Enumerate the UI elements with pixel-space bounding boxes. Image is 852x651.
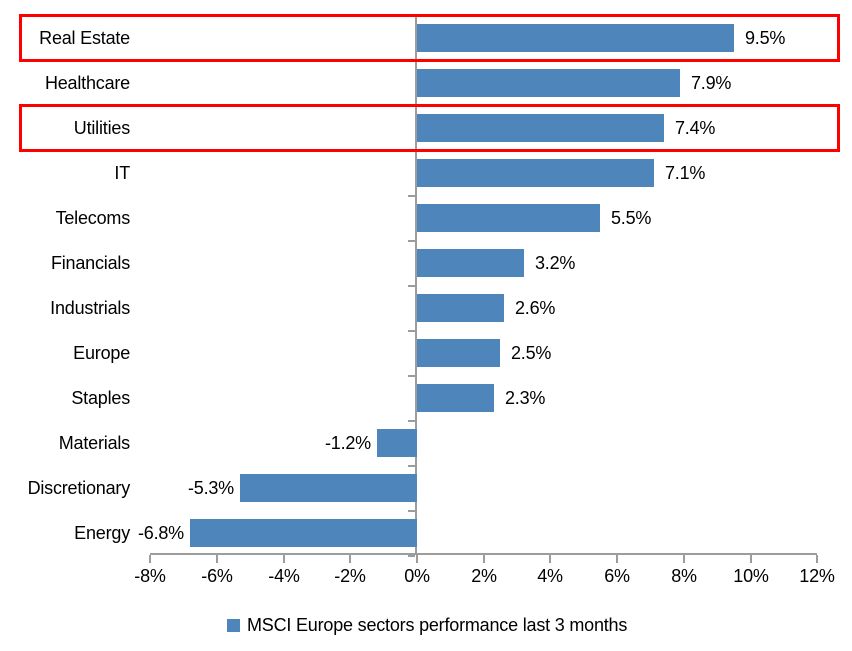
value-label: 7.1% bbox=[665, 163, 706, 183]
bar bbox=[376, 429, 417, 457]
bar bbox=[417, 249, 524, 277]
category-axis-tick bbox=[408, 285, 415, 287]
value-label: 9.5% bbox=[745, 28, 786, 48]
value-label: 2.5% bbox=[511, 343, 552, 363]
highlight-box bbox=[19, 14, 840, 62]
category-label: IT bbox=[114, 163, 130, 183]
axis-tick-label: -6% bbox=[201, 566, 233, 586]
axis-tick-label: -4% bbox=[268, 566, 300, 586]
axis-tick-label: 6% bbox=[604, 566, 630, 586]
axis-tick-label: 0% bbox=[404, 566, 430, 586]
bar bbox=[417, 384, 494, 412]
value-axis-tick bbox=[750, 555, 752, 563]
category-axis-tick bbox=[408, 375, 415, 377]
category-axis-line bbox=[415, 16, 417, 555]
category-label: Healthcare bbox=[44, 73, 130, 93]
value-label: 7.4% bbox=[675, 118, 716, 138]
value-label: -1.2% bbox=[324, 433, 371, 453]
legend-swatch-icon bbox=[227, 618, 240, 632]
value-label: -6.8% bbox=[137, 523, 184, 543]
axis-tick-label: -2% bbox=[334, 566, 366, 586]
axis-tick-label: 4% bbox=[537, 566, 563, 586]
axis-tick-label: 10% bbox=[733, 566, 769, 586]
category-axis-tick bbox=[408, 240, 415, 242]
category-axis-tick bbox=[408, 510, 415, 512]
bar bbox=[417, 294, 504, 322]
category-label: Discretionary bbox=[27, 478, 131, 498]
legend: MSCI Europe sectors performance last 3 m… bbox=[227, 611, 627, 639]
axis-tick-label: -8% bbox=[134, 566, 166, 586]
category-label: Telecoms bbox=[55, 208, 131, 228]
value-label: 3.2% bbox=[535, 253, 576, 273]
category-label: Financials bbox=[50, 253, 130, 273]
value-label: 5.5% bbox=[611, 208, 652, 228]
value-axis-tick bbox=[616, 555, 618, 563]
value-axis-line bbox=[150, 553, 817, 555]
category-label: Staples bbox=[71, 388, 130, 408]
category-label: Real Estate bbox=[39, 28, 130, 48]
value-axis-tick bbox=[683, 555, 685, 563]
value-label: -5.3% bbox=[187, 478, 234, 498]
category-axis-tick bbox=[408, 420, 415, 422]
value-axis-tick bbox=[283, 555, 285, 563]
axis-tick-label: 2% bbox=[471, 566, 497, 586]
bar bbox=[417, 24, 734, 52]
category-axis-tick bbox=[408, 195, 415, 197]
value-axis-tick bbox=[483, 555, 485, 563]
bar bbox=[190, 519, 418, 547]
value-axis-tick bbox=[216, 555, 218, 563]
value-label: 2.3% bbox=[505, 388, 546, 408]
bar bbox=[240, 474, 418, 502]
axis-tick-label: 8% bbox=[671, 566, 697, 586]
value-label: 2.6% bbox=[515, 298, 556, 318]
category-label: Europe bbox=[73, 343, 130, 363]
value-axis-tick bbox=[149, 555, 151, 563]
value-axis-tick bbox=[349, 555, 351, 563]
value-axis-tick bbox=[416, 555, 418, 563]
bar bbox=[417, 159, 654, 187]
value-axis-tick bbox=[549, 555, 551, 563]
value-axis-tick bbox=[816, 555, 818, 563]
category-axis-tick bbox=[408, 465, 415, 467]
bar bbox=[417, 69, 680, 97]
legend-label: MSCI Europe sectors performance last 3 m… bbox=[247, 614, 628, 635]
category-axis-tick bbox=[408, 555, 415, 557]
category-label: Industrials bbox=[50, 298, 130, 318]
category-axis-tick bbox=[408, 330, 415, 332]
category-label: Materials bbox=[58, 433, 130, 453]
highlight-box bbox=[19, 104, 840, 152]
bar bbox=[417, 114, 664, 142]
category-label: Utilities bbox=[73, 118, 130, 138]
axis-tick-label: 12% bbox=[799, 566, 835, 586]
category-label: Energy bbox=[74, 523, 130, 543]
value-label: 7.9% bbox=[691, 73, 732, 93]
bar bbox=[417, 339, 500, 367]
bar bbox=[417, 204, 600, 232]
